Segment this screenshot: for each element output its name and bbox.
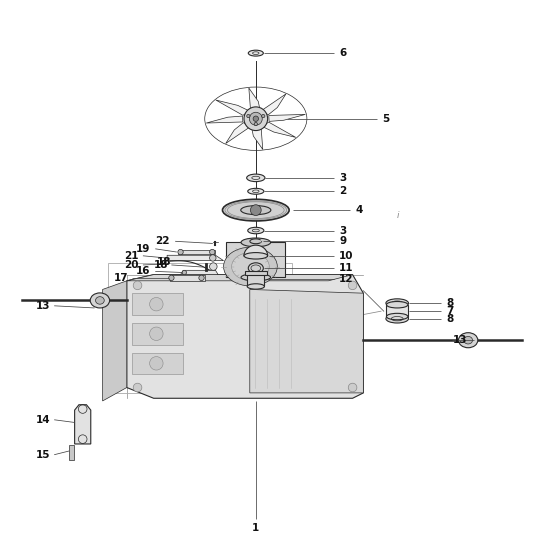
Bar [247,273,264,287]
Ellipse shape [150,297,163,311]
Ellipse shape [222,199,289,221]
Text: 3: 3 [339,173,347,183]
Text: 10: 10 [339,251,353,261]
Circle shape [244,107,268,130]
Ellipse shape [241,206,271,214]
Bar [69,445,73,460]
Bar [386,305,408,316]
Polygon shape [102,281,127,401]
Bar [108,263,292,393]
Circle shape [133,383,142,392]
Text: 14: 14 [35,415,50,425]
Ellipse shape [247,284,264,289]
Bar [132,353,183,374]
Bar [226,242,286,277]
Polygon shape [167,255,223,260]
Text: 7: 7 [447,306,454,316]
Circle shape [209,255,216,261]
Circle shape [178,249,183,255]
Text: 1: 1 [252,524,259,533]
Ellipse shape [244,253,268,259]
Polygon shape [206,116,243,123]
Polygon shape [170,274,205,281]
Text: i: i [397,211,399,220]
Text: 9: 9 [339,236,346,246]
Ellipse shape [246,174,265,181]
Bar [132,293,183,315]
Text: 20: 20 [124,260,138,270]
Polygon shape [74,405,91,444]
Text: 8: 8 [447,314,454,324]
Text: 12: 12 [339,274,353,284]
Text: 17: 17 [113,273,128,283]
Polygon shape [269,114,305,122]
Polygon shape [226,123,250,143]
Ellipse shape [459,333,478,348]
Circle shape [348,281,357,290]
Polygon shape [251,127,263,150]
Text: 2: 2 [339,186,347,197]
Ellipse shape [386,301,408,308]
Text: 6: 6 [339,48,347,58]
Text: 13: 13 [453,335,468,345]
Ellipse shape [241,274,270,281]
Ellipse shape [464,337,473,344]
Polygon shape [127,274,353,281]
Text: 4: 4 [355,205,363,215]
Ellipse shape [90,293,110,308]
Circle shape [253,116,259,122]
Circle shape [254,123,258,125]
Polygon shape [180,270,218,274]
Ellipse shape [150,357,163,370]
Polygon shape [178,250,216,254]
Ellipse shape [232,253,269,281]
Text: 8: 8 [447,298,454,308]
Polygon shape [249,88,260,111]
Text: 22: 22 [155,236,170,246]
Ellipse shape [386,314,408,323]
Text: 21: 21 [124,251,138,261]
Circle shape [247,114,250,118]
Text: 19: 19 [136,244,150,254]
Bar [245,272,267,274]
Ellipse shape [150,327,163,340]
Text: 18: 18 [156,256,171,267]
Bar [132,323,183,344]
Text: 13: 13 [35,301,50,311]
Polygon shape [216,100,249,115]
Circle shape [182,270,186,274]
Ellipse shape [386,299,408,307]
Ellipse shape [248,50,263,56]
Ellipse shape [248,227,264,234]
Polygon shape [262,94,286,115]
Polygon shape [250,290,363,393]
Circle shape [199,275,204,281]
Polygon shape [262,122,296,137]
Text: 3: 3 [339,226,347,236]
Circle shape [348,383,357,392]
Text: 18: 18 [153,260,168,270]
Polygon shape [127,274,363,398]
Text: 11: 11 [339,263,353,273]
Circle shape [133,281,142,290]
Ellipse shape [96,297,104,304]
Circle shape [249,112,262,125]
Text: 15: 15 [35,450,50,460]
Ellipse shape [241,238,270,247]
Polygon shape [244,245,268,256]
Ellipse shape [386,314,408,320]
Text: 5: 5 [382,114,389,124]
Circle shape [209,249,215,255]
Text: 16: 16 [136,267,151,277]
Ellipse shape [248,188,264,194]
Circle shape [209,263,217,270]
Ellipse shape [223,247,277,286]
Circle shape [169,275,174,281]
Circle shape [262,114,265,118]
Circle shape [250,205,261,216]
